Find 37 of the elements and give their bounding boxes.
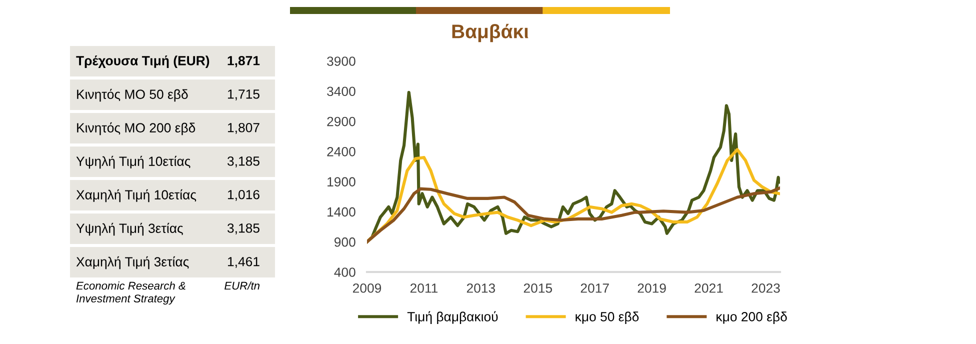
text: 1,807 xyxy=(228,122,260,134)
text: Economic Research & Investment Strategy xyxy=(76,282,186,305)
y-tick-label: 900 xyxy=(334,237,356,247)
category-label: Κινητός ΜΟ 50 εβδ xyxy=(77,88,188,102)
x-tick-label: 2023 xyxy=(752,283,780,293)
category-label: Χαμηλή Τιμή 10ετίας xyxy=(76,189,196,202)
legend-label: κμο 200 εβδ xyxy=(716,312,787,324)
x-tick-label: 2021 xyxy=(694,283,723,293)
text: 1,016 xyxy=(228,190,260,201)
x-tick-label: 2009 xyxy=(352,283,382,293)
category-label: Χαμηλή Τιμή 3ετίας xyxy=(76,256,189,270)
y-tick-label: 400 xyxy=(334,268,356,277)
x-tick-label: 2013 xyxy=(466,283,496,293)
text: 1,715 xyxy=(228,90,260,100)
y-tick-label: 2400 xyxy=(327,146,356,156)
category-label: Υψηλή Τιμή 3ετίας xyxy=(76,222,183,236)
x-tick-label: 2011 xyxy=(410,283,438,293)
category-label: Υψηλή Τιμή 10ετίας xyxy=(76,156,190,169)
chart-title: Βαμβάκι xyxy=(452,24,528,42)
x-tick-label: 2017 xyxy=(580,283,609,293)
category-label: Κινητός ΜΟ 200 εβδ xyxy=(77,122,196,136)
x-tick-label: 2015 xyxy=(524,283,552,293)
y-tick-label: 3900 xyxy=(327,56,356,66)
text: 1,871 xyxy=(228,56,260,68)
legend-label: κμο 50 εβδ xyxy=(576,312,639,324)
y-tick-label: 2900 xyxy=(327,116,356,126)
legend-label: Τιμή βαμβακιού xyxy=(407,311,498,324)
line-series xyxy=(367,186,780,244)
y-tick-label: 1400 xyxy=(328,207,356,217)
category-label: Τρέχουσα Τιμή (EUR) xyxy=(76,56,210,68)
x-tick-label: 2019 xyxy=(638,283,666,293)
y-tick-label: 1900 xyxy=(328,177,356,186)
text: 3,185 xyxy=(227,156,260,168)
text: 1,461 xyxy=(228,256,260,268)
text: EUR/tn xyxy=(224,282,260,290)
text: 3,185 xyxy=(227,223,260,234)
y-tick-label: 3400 xyxy=(327,86,356,96)
